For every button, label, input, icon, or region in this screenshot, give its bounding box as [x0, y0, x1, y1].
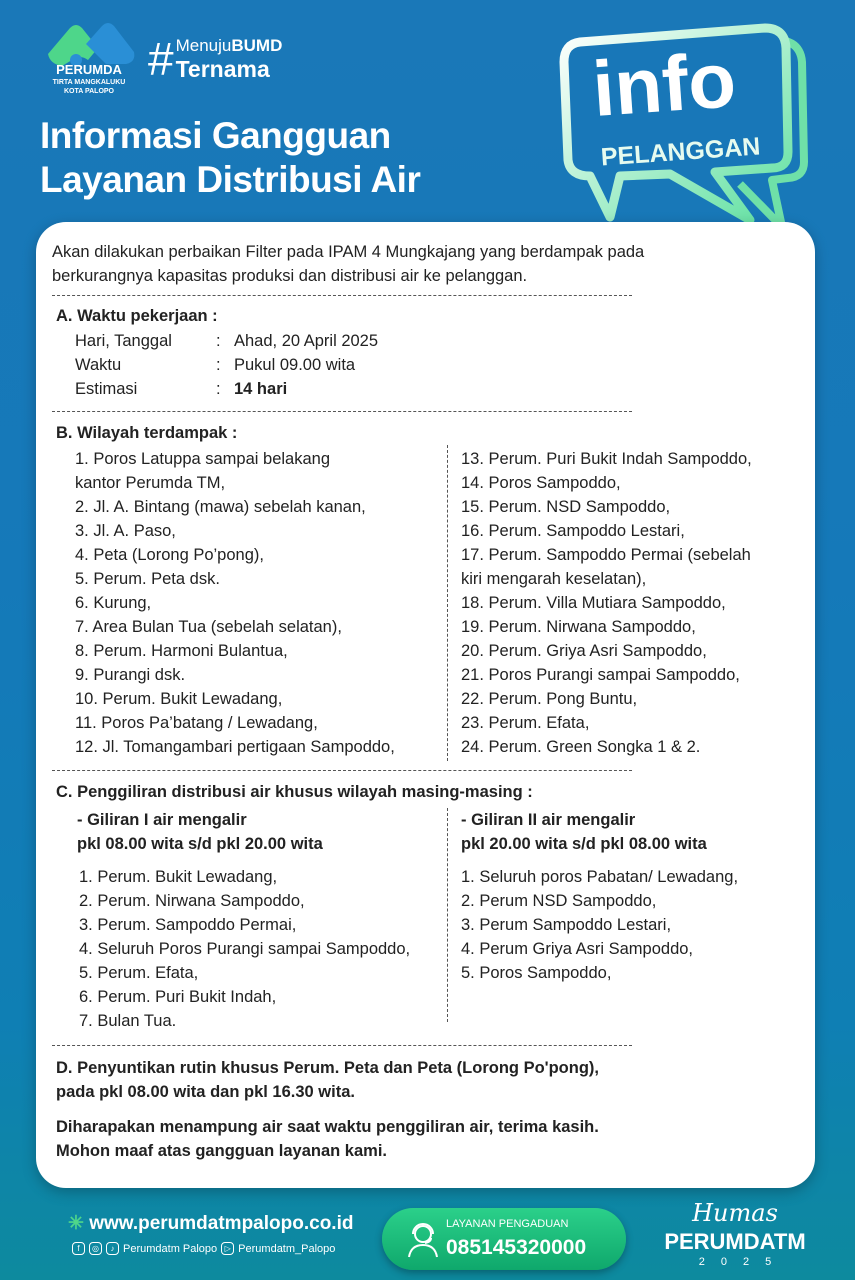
- section-heading: B. Wilayah terdampak :: [56, 424, 238, 442]
- intro-text: Akan dilakukan perbaikan Filter pada IPA…: [52, 243, 645, 261]
- section-heading: A. Waktu pekerjaan :: [56, 307, 218, 325]
- area-list-item: 16. Perum. Sampoddo Lestari,: [461, 522, 685, 540]
- area-list-item: 22. Perum. Pong Buntu,: [461, 690, 638, 708]
- colon: :: [216, 356, 221, 374]
- row-label: Waktu: [75, 356, 122, 374]
- shift-list-item: 1. Seluruh poros Pabatan/ Lewadang,: [461, 868, 739, 886]
- area-list-item: 10. Perum. Bukit Lewadang,: [75, 690, 283, 708]
- shift-list-item: 3. Perum. Sampoddo Permai,: [79, 916, 297, 934]
- area-list-item: 20. Perum. Griya Asri Sampoddo,: [461, 642, 707, 660]
- row-label: Estimasi: [75, 380, 138, 398]
- closing-text: Diharapakan menampung air saat waktu pen…: [56, 1118, 599, 1136]
- area-list-item: 2. Jl. A. Bintang (mawa) sebelah kanan,: [75, 498, 366, 516]
- shift-list-item: 4. Seluruh Poros Purangi sampai Sampoddo…: [79, 940, 411, 958]
- row-label: Hari, Tanggal: [75, 332, 172, 350]
- headset-agent-icon: [408, 1223, 438, 1258]
- section-heading: C. Penggiliran distribusi air khusus wil…: [56, 783, 533, 801]
- column-divider: [447, 445, 448, 761]
- area-list-item: 7. Area Bulan Tua (sebelah selatan),: [75, 618, 342, 636]
- section-d-text: pada pkl 08.00 wita dan pkl 16.30 wita.: [56, 1083, 355, 1101]
- shift-title: - Giliran II air mengalir: [461, 811, 636, 829]
- area-list-item: 19. Perum. Nirwana Sampoddo,: [461, 618, 696, 636]
- area-list-item: kiri mengarah keselatan),: [461, 570, 647, 588]
- shift-list-item: 2. Perum NSD Sampoddo,: [461, 892, 657, 910]
- area-list-item: 8. Perum. Harmoni Bulantua,: [75, 642, 288, 660]
- shift-list-item: 1. Perum. Bukit Lewadang,: [79, 868, 278, 886]
- area-list-item: kantor Perumda TM,: [75, 474, 226, 492]
- divider: [52, 1045, 632, 1046]
- colon: :: [216, 380, 221, 398]
- area-list-item: 24. Perum. Green Songka 1 & 2.: [461, 738, 701, 756]
- area-list-item: 21. Poros Purangi sampai Sampoddo,: [461, 666, 740, 684]
- area-list-item: 1. Poros Latuppa sampai belakang: [75, 450, 331, 468]
- column-divider: [447, 808, 448, 1022]
- complaint-hotline-button[interactable]: LAYANAN PENGADUAN 085145320000: [382, 1208, 626, 1270]
- humas-logo: Humas PERUMDATM 2025: [664, 1199, 806, 1268]
- shift-list-item: 5. Perum. Efata,: [79, 964, 199, 982]
- area-list-item: 6. Kurung,: [75, 594, 152, 612]
- divider: [52, 411, 632, 412]
- cursor-icon: ✳: [68, 1213, 90, 1234]
- divider: [52, 295, 632, 296]
- shift-list-item: 6. Perum. Puri Bukit Indah,: [79, 988, 277, 1006]
- area-list-item: 15. Perum. NSD Sampoddo,: [461, 498, 671, 516]
- closing-text: Mohon maaf atas gangguan layanan kami.: [56, 1142, 387, 1160]
- youtube-icon[interactable]: ▷: [221, 1242, 235, 1255]
- shift-title: - Giliran I air mengalir: [77, 811, 247, 829]
- shift-time: pkl 08.00 wita s/d pkl 20.00 wita: [77, 835, 323, 853]
- row-value: Pukul 09.00 wita: [234, 356, 356, 374]
- area-list-item: 13. Perum. Puri Bukit Indah Sampoddo,: [461, 450, 752, 468]
- youtube-handle: Perumdatm_Palopo: [238, 1242, 336, 1255]
- perumda-logo: [48, 23, 135, 66]
- shift-time: pkl 20.00 wita s/d pkl 08.00 wita: [461, 835, 707, 853]
- tiktok-icon[interactable]: ♪: [106, 1242, 119, 1255]
- info-pelanggan-bubble: info PELANGGAN: [559, 23, 808, 231]
- area-list-item: 14. Poros Sampoddo,: [461, 474, 621, 492]
- shift-list-item: 7. Bulan Tua.: [79, 1012, 177, 1030]
- website-link[interactable]: ✳ www.perumdatmpalopo.co.id: [68, 1213, 354, 1234]
- social-handle: Perumdatm Palopo: [123, 1242, 218, 1255]
- svg-text:info: info: [590, 35, 739, 133]
- logo-text: PERUMDA TIRTA MANGKALUKU KOTA PALOPO: [52, 62, 126, 95]
- colon: :: [216, 332, 221, 350]
- area-list-item: 4. Peta (Lorong Po’pong),: [75, 546, 264, 564]
- area-list-item: 18. Perum. Villa Mutiara Sampoddo,: [461, 594, 726, 612]
- page-title: Informasi Gangguan Layanan Distribusi Air: [40, 115, 421, 200]
- shift-list-item: 4. Perum Griya Asri Sampoddo,: [461, 940, 694, 958]
- area-list-item: 9. Purangi dsk.: [75, 666, 186, 684]
- instagram-icon[interactable]: ◎: [89, 1242, 102, 1255]
- social-links: f ◎ ♪ Perumdatm Palopo ▷ Perumdatm_Palop…: [72, 1242, 335, 1255]
- info-card: [36, 222, 815, 1188]
- divider: [52, 770, 632, 771]
- hashtag: # MenujuBUMD Ternama: [148, 33, 283, 85]
- area-list-item: 23. Perum. Efata,: [461, 714, 590, 732]
- row-value: 14 hari: [234, 380, 288, 398]
- area-list-item: 12. Jl. Tomangambari pertigaan Sampoddo,: [75, 738, 395, 756]
- area-list-item: 5. Perum. Peta dsk.: [75, 570, 220, 588]
- area-list-item: 3. Jl. A. Paso,: [75, 522, 176, 540]
- shift-list-item: 5. Poros Sampoddo,: [461, 964, 612, 982]
- shift-list-item: 2. Perum. Nirwana Sampoddo,: [79, 892, 305, 910]
- section-d-text: D. Penyuntikan rutin khusus Perum. Peta …: [56, 1059, 599, 1077]
- area-list-item: 11. Poros Pa’batang / Lewadang,: [75, 714, 318, 732]
- shift-list-item: 3. Perum Sampoddo Lestari,: [461, 916, 672, 934]
- row-value: Ahad, 20 April 2025: [234, 332, 379, 350]
- facebook-icon[interactable]: f: [72, 1242, 85, 1255]
- area-list-item: 17. Perum. Sampoddo Permai (sebelah: [461, 546, 751, 564]
- intro-text: berkurangnya kapasitas produksi dan dist…: [52, 267, 528, 285]
